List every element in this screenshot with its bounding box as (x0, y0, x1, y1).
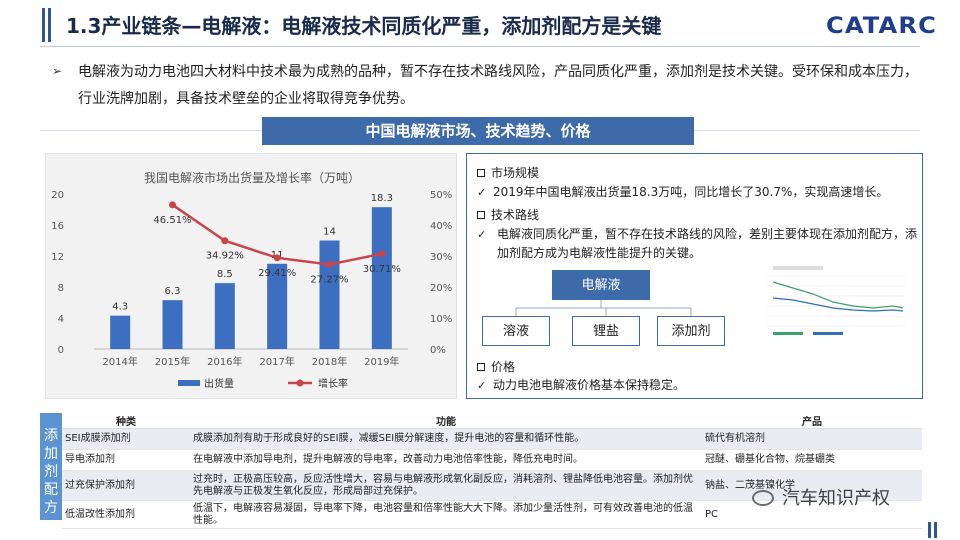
cell-type: 导电添加剂 (62, 449, 190, 471)
page-title: 1.3产业链条—电解液：电解液技术同质化严重，添加剂配方是关键 (66, 14, 662, 38)
shipment-bar (110, 315, 131, 349)
x-axis-tick-label: 2014年 (102, 355, 137, 368)
cell-function: 成膜添加剂有助于形成良好的SEI膜，减缓SEI膜分解速度，提升电池的容量和循环性… (190, 428, 702, 450)
x-axis-tick-label: 2016年 (207, 355, 242, 368)
catarc-logo: CATARC (826, 14, 937, 39)
x-axis-tick-label: 2019年 (364, 355, 399, 368)
line-data-label: 27.27% (310, 274, 348, 285)
tree-connectors (515, 300, 692, 316)
shipment-bar (267, 263, 288, 349)
growth-rate-point (221, 237, 229, 245)
cell-type: 过充保护添加剂 (62, 470, 190, 501)
growth-rate-point (378, 250, 386, 258)
tree-node-lithium-salt: 锂盐 (572, 316, 640, 346)
tech-heading: 技术路线 (477, 206, 539, 223)
growth-rate-point (326, 260, 333, 268)
column-header-product: 产品 (702, 413, 922, 429)
column-header-type: 种类 (62, 413, 190, 429)
section-banner: 中国电解液市场、技术趋势、价格 (262, 117, 694, 145)
mini-price-chart-thumbnail (767, 266, 905, 335)
column-header-function: 功能 (190, 413, 702, 429)
check-icon: ✓ (477, 228, 487, 241)
table-header-row: 种类 功能 产品 (62, 413, 922, 429)
tree-node-additive: 添加剂 (657, 316, 725, 346)
bar-data-label: 18.3 (371, 193, 393, 204)
growth-rate-point (273, 254, 281, 262)
x-axis-tick-label: 2015年 (155, 355, 190, 368)
left-axis-tick-label: 12 (51, 252, 64, 263)
price-text: 动力电池电解液价格基本保持稳定。 (493, 378, 686, 392)
check-icon: ✓ (477, 379, 487, 392)
left-axis-tick-label: 8 (58, 283, 64, 294)
cell-function: 低温下，电解液容易凝固，导电率下降，电池容量和倍率性能大大下降。添加少量活性剂，… (190, 500, 702, 529)
left-axis-tick-label: 20 (51, 190, 64, 201)
market-text: 2019年中国电解液出货量18.3万吨，同比增长了30.7%，实现高速增长。 (493, 185, 889, 199)
additives-table: 种类 功能 产品 SEI成膜添加剂 成膜添加剂有助于形成良好的SEI膜，减缓SE… (62, 413, 922, 529)
table-row: SEI成膜添加剂 成膜添加剂有助于形成良好的SEI膜，减缓SEI膜分解速度，提升… (62, 428, 922, 450)
x-axis-tick-label: 2018年 (312, 355, 347, 368)
cell-product: 钠盐、二茂基镍化学 (702, 470, 922, 501)
shipment-bar (319, 240, 340, 349)
right-axis-tick-label: 40% (430, 221, 452, 232)
line-data-label: 34.92% (206, 251, 244, 262)
header-accent-bars (42, 8, 62, 42)
bar-data-label: 8.5 (217, 269, 233, 280)
cell-type: 低温改性添加剂 (62, 500, 190, 529)
cell-product: 硫代有机溶剂 (702, 428, 922, 450)
right-axis-tick-label: 0% (430, 345, 446, 356)
check-icon: ✓ (477, 186, 487, 199)
left-axis-tick-label: 4 (58, 314, 64, 325)
x-axis-tick-label: 2017年 (259, 355, 294, 368)
line-data-label: 29.41% (258, 268, 296, 279)
bar-data-label: 4.3 (112, 302, 128, 313)
table-row: 低温改性添加剂 低温下，电解液容易凝固，导电率下降，电池容量和倍率性能大大下降。… (62, 500, 922, 529)
checkbox-square-icon (477, 169, 485, 177)
shipment-bar (214, 283, 235, 349)
cell-product: 冠醚、硼基化合物、烷基硼类 (702, 449, 922, 471)
shipment-bar (371, 207, 392, 349)
tech-text: 电解液同质化严重，暂不存在技术路线的风险，差别主要体现在添加剂配方，添加剂配方成… (497, 227, 918, 260)
info-panel: 市场规模 ✓ 2019年中国电解液出货量18.3万吨，同比增长了30.7%，实现… (466, 153, 923, 399)
table-row: 导电添加剂 在电解液中添加导电剂，提升电解液的导电率，改善动力电池倍率性能，降低… (62, 449, 922, 471)
cell-function: 过充时，正极高压较高，反应活性增大，容易与电解液形成氧化副反应，消耗溶剂、锂盐降… (190, 470, 702, 501)
watermark: 汽车知识产权 (752, 484, 890, 510)
left-axis-tick-label: 16 (51, 221, 64, 232)
bar-data-label: 14 (323, 227, 336, 238)
legend-bar-label: 出货量 (204, 377, 234, 390)
checkbox-square-icon (477, 363, 485, 371)
cell-product: PC (702, 500, 922, 529)
left-axis-tick-label: 0 (58, 345, 64, 356)
legend-line-marker (296, 379, 304, 387)
legend-line-label: 增长率 (318, 377, 348, 390)
shipment-growth-chart: 我国电解液市场出货量及增长率（万吨） 0 4 8 12 16 20 0% 10% 20% 30% 40… (51, 170, 452, 390)
footer-accent-bars (928, 522, 938, 538)
checkbox-square-icon (477, 211, 485, 219)
line-data-label: 46.51% (153, 215, 191, 226)
market-heading: 市场规模 (477, 164, 539, 181)
right-axis-tick-label: 20% (430, 283, 452, 294)
price-heading: 价格 (477, 358, 515, 375)
right-axis-tick-label: 30% (430, 252, 452, 263)
right-axis-tick-label: 10% (430, 314, 452, 325)
bar-data-label: 6.3 (165, 286, 181, 297)
chart-title: 我国电解液市场出货量及增长率（万吨） (144, 170, 360, 185)
intro-text: 电解液为动力电池四大材料中技术最为成熟的品种，暂不存在技术路线风险，产品同质化严… (78, 64, 918, 107)
cell-type: SEI成膜添加剂 (62, 428, 190, 450)
legend-bar-swatch (178, 380, 200, 386)
chart-panel: 我国电解液市场出货量及增长率（万吨） 0 4 8 12 16 20 0% 10% 20% 30% 40… (45, 153, 457, 399)
cell-function: 在电解液中添加导电剂，提升电解液的导电率，改善动力电池倍率性能，降低充电时间。 (190, 449, 702, 471)
intro-bullet-icon: ➢ (52, 64, 63, 78)
line-data-label: 30.71% (363, 264, 401, 275)
tree-node-solvent: 溶液 (482, 316, 550, 346)
table-row: 过充保护添加剂 过充时，正极高压较高，反应活性增大，容易与电解液形成氧化副反应，… (62, 470, 922, 501)
right-axis-tick-label: 50% (430, 190, 452, 201)
shipment-bar (162, 300, 183, 349)
tree-node-electrolyte: 电解液 (552, 270, 650, 300)
header-divider (40, 46, 920, 47)
growth-rate-point (169, 201, 176, 209)
additive-formula-side-label: 添 加 剂 配 方 (40, 413, 62, 520)
wechat-icon (752, 490, 774, 506)
